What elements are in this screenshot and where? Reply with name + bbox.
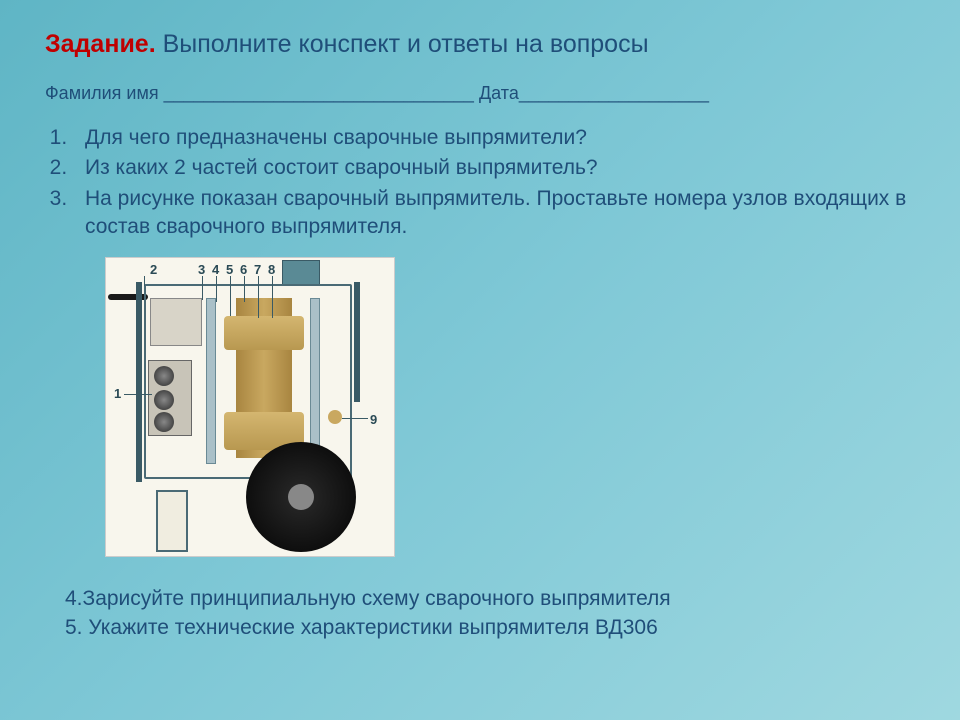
leader-1 [124,394,152,395]
leader-2 [144,276,145,286]
question-3: На рисунке показан сварочный выпрямитель… [73,185,915,242]
diagram-label-1: 1 [114,386,121,401]
diagram-container: 1 2 3 4 5 6 7 8 9 [105,257,915,557]
name-date-row: Фамилия имя ____________________________… [45,83,915,104]
diagram-label-3: 3 [198,262,205,277]
name-label: Фамилия имя [45,83,164,103]
questions-list: Для чего предназначены сварочные выпрями… [45,124,915,241]
handle-shape [108,294,148,300]
leader-3 [202,276,203,300]
slide-container: Задание. Выполните конспект и ответы на … [0,0,960,672]
leader-5 [230,276,231,316]
leader-4 [216,276,217,302]
leader-7 [258,276,259,318]
coil-top-shape [224,316,304,350]
vertical-bar-2 [310,298,320,464]
leader-6 [244,276,245,302]
diagram-label-4: 4 [212,262,219,277]
diagram-label-8: 8 [268,262,275,277]
frame-right [354,282,360,402]
question-2: Из каких 2 частей состоит сварочный выпр… [73,154,915,182]
leader-8 [272,276,273,318]
task-label: Задание. [45,30,156,58]
stand-shape [156,490,188,552]
diagram-label-5: 5 [226,262,233,277]
leader-9 [342,418,368,419]
date-label: Дата [479,83,519,103]
welding-rectifier-diagram: 1 2 3 4 5 6 7 8 9 [105,257,395,557]
slide-title: Задание. Выполните конспект и ответы на … [45,30,915,59]
date-blank: ___________________ [519,83,709,103]
diagram-label-6: 6 [240,262,247,277]
name-blank: _______________________________ [164,83,474,103]
top-knob-shape [282,260,320,286]
question-5: 5. Укажите технические характеристики вы… [65,614,915,642]
diagram-label-2: 2 [150,262,157,277]
vertical-bar-1 [206,298,216,464]
question-4: 4.Зарисуйте принципиальную схему сварочн… [65,585,915,613]
left-block-shape [150,298,202,346]
followup-questions: 4.Зарисуйте принципиальную схему сварочн… [65,585,915,642]
diagram-label-9: 9 [370,412,377,427]
question-1: Для чего предназначены сварочные выпрями… [73,124,915,152]
diagram-label-7: 7 [254,262,261,277]
task-text: Выполните конспект и ответы на вопросы [156,30,649,58]
frame-left [136,282,142,482]
